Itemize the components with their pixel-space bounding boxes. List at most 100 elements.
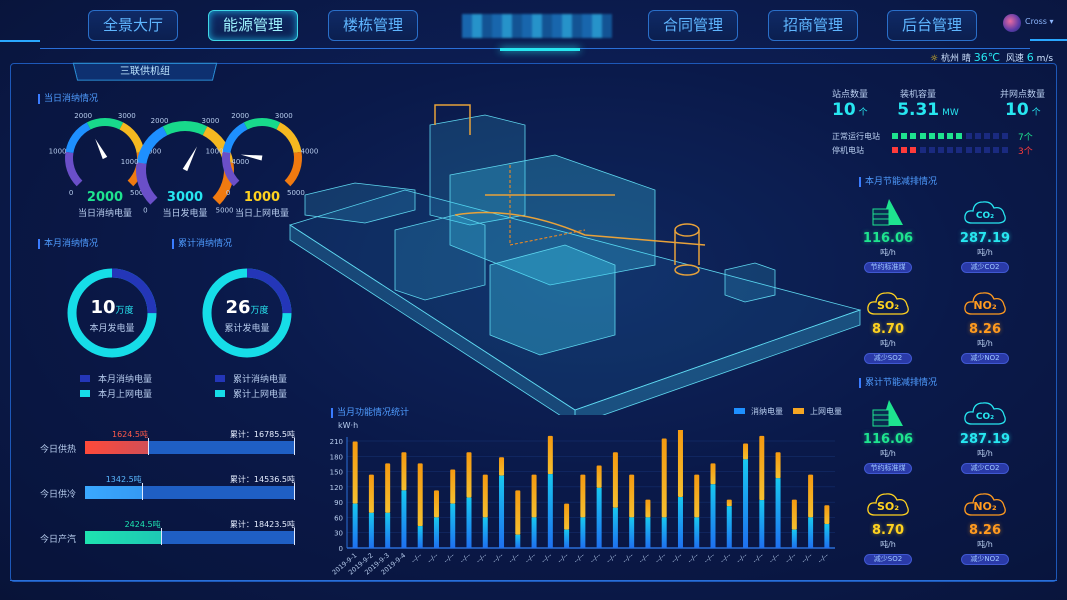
bar-consumed-power <box>499 475 505 548</box>
saving-badge: 减少CO2 <box>961 262 1009 273</box>
legend-item: 消纳电量 <box>734 407 783 416</box>
legend-swatch <box>80 390 90 397</box>
section-title-monthly: 本月消纳情况 <box>38 239 98 249</box>
coal-pile-icon <box>872 400 903 427</box>
gauge-value: 1000 <box>243 190 281 205</box>
saving-icon: SO₂ <box>865 288 911 322</box>
saving-value: 8.26 <box>968 523 1002 538</box>
bar-consumed-power <box>791 529 797 548</box>
bar-grid-power <box>368 474 374 513</box>
donut-legend-item: 累计消纳电量 <box>215 372 287 385</box>
bar-grid-power <box>612 452 618 508</box>
legend-label: 上网电量 <box>810 407 842 416</box>
station-indicator <box>947 133 954 139</box>
gauge-segment <box>119 122 145 154</box>
bar-grid-power <box>743 443 749 460</box>
saving-badge: 节约标准煤 <box>864 262 912 273</box>
station-label: 停机电站 <box>832 146 864 155</box>
bar-consumed-power <box>759 500 765 548</box>
station-count: 7个 <box>1018 133 1033 143</box>
nav-tab[interactable]: 合同管理 <box>648 10 738 41</box>
x-tick-label: --/-- <box>800 551 815 565</box>
bar-grid-power <box>547 435 553 475</box>
nav-tab[interactable]: 全景大厅 <box>88 10 178 41</box>
supply-bar-fill <box>85 441 148 454</box>
stat-value: 10 <box>1005 100 1029 120</box>
chevron-down-icon: ▾ <box>1049 17 1054 26</box>
station-indicator <box>901 133 908 139</box>
y-tick-label: 120 <box>330 484 343 492</box>
bar-consumed-power <box>580 517 586 548</box>
bar-grid-power <box>450 469 456 504</box>
saving-value: 8.26 <box>968 322 1002 337</box>
station-indicator <box>947 147 954 153</box>
station-indicator <box>928 133 935 139</box>
saving-icon <box>865 197 911 231</box>
donut-chart <box>67 268 157 358</box>
bar-consumed-power <box>612 507 618 548</box>
legend-swatch <box>80 375 90 382</box>
x-tick-label: --/-- <box>523 551 538 565</box>
bar-grid-power <box>629 474 635 518</box>
station-indicator <box>974 147 981 153</box>
sun-icon: ☼ <box>930 54 939 64</box>
saving-unit: 吨/h <box>977 339 993 348</box>
gauge-tick-label: 5000 <box>130 189 148 197</box>
bar-consumed-power <box>824 524 830 548</box>
stat-label: 并网点数量 <box>999 90 1045 100</box>
supply-bar-fill <box>85 486 142 499</box>
station-indicator <box>1002 147 1009 153</box>
svg-text:NO₂: NO₂ <box>973 500 997 513</box>
saving-value: 8.70 <box>871 523 905 538</box>
saving-icon: NO₂ <box>962 288 1008 322</box>
bar-grid-power <box>531 474 537 518</box>
saving-value: 116.06 <box>862 432 914 447</box>
legend-label: 本月上网电量 <box>98 390 153 400</box>
nav-tab[interactable]: 楼栋管理 <box>328 10 418 41</box>
x-tick-label: --/-- <box>719 551 734 565</box>
stat-label: 装机容量 <box>899 90 936 100</box>
legend-swatch <box>215 390 225 397</box>
tab-sanlian-unit[interactable]: 三联供机组 <box>72 62 218 81</box>
header-line <box>1030 39 1067 41</box>
nav-tab[interactable]: 招商管理 <box>768 10 858 41</box>
user-name: Cross <box>1025 17 1047 26</box>
x-tick-label: --/-- <box>556 551 571 565</box>
nav-tab[interactable]: 后台管理 <box>887 10 977 41</box>
wind-unit: m/s <box>1036 54 1054 64</box>
avatar[interactable] <box>1003 14 1021 32</box>
saving-unit: 吨/h <box>977 449 993 458</box>
weather-city: 杭州 <box>940 54 959 64</box>
x-tick-label: --/-- <box>588 551 603 565</box>
bar-consumed-power <box>677 497 683 548</box>
bar-grid-power <box>694 474 700 518</box>
x-tick-label: --/-- <box>637 551 652 565</box>
bar-marker <box>160 528 162 545</box>
gauge-segment <box>65 122 91 154</box>
station-indicator <box>910 147 917 153</box>
bar-consumed-power <box>629 517 635 548</box>
gauge-segment <box>65 151 83 187</box>
saving-unit: 吨/h <box>880 248 896 257</box>
station-indicator <box>938 133 944 139</box>
weather-condition: 晴 <box>961 54 971 64</box>
user-menu[interactable]: Cross ▾ <box>1025 17 1054 26</box>
bar-consumed-power <box>466 497 472 548</box>
x-tick-label: --/-- <box>816 551 831 565</box>
supply-bar <box>85 438 295 455</box>
gauge-tick-label: 3000 <box>275 112 293 120</box>
station-indicator <box>901 147 908 153</box>
station-indicator <box>956 133 963 139</box>
station-indicator <box>956 147 963 153</box>
x-tick-label: --/-- <box>653 551 668 565</box>
x-tick-label: --/-- <box>572 551 587 565</box>
donut-consumed-share <box>202 268 292 358</box>
bar-marker <box>294 483 295 500</box>
bar-consumed-power <box>482 517 488 548</box>
station-indicator <box>974 133 981 139</box>
plant-3d-model <box>289 104 862 415</box>
gauge-segment <box>284 151 302 187</box>
so2-cloud-icon: SO₂ <box>867 493 909 516</box>
nav-tab[interactable]: 能源管理 <box>208 10 298 41</box>
saving-icon: NO₂ <box>962 489 1008 523</box>
